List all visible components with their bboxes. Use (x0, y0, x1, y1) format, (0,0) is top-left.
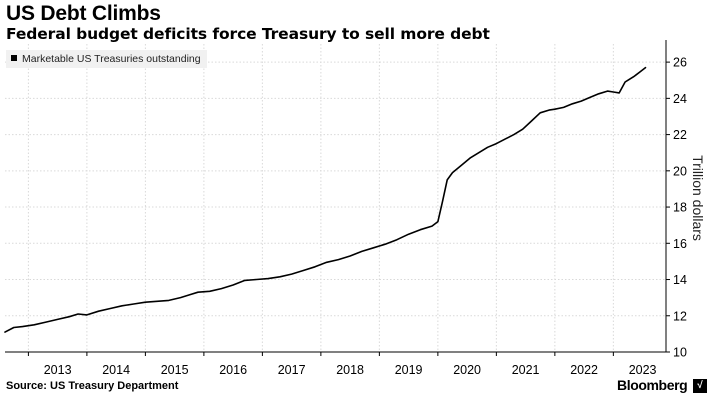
x-tick-label: 2016 (219, 363, 247, 377)
legend-swatch (11, 55, 17, 61)
grid-lines (5, 44, 666, 353)
y-tick-label: 26 (673, 56, 687, 70)
y-tick-label: 24 (673, 92, 687, 106)
y-tick-label: 16 (673, 237, 687, 251)
y-axis-ticks: 10 12 14 16 18 20 22 24 26 (665, 40, 687, 360)
x-tick-label: 2017 (278, 363, 306, 377)
series-line-marketable-treasuries (4, 66, 647, 333)
source-note: Source: US Treasury Department (6, 380, 179, 392)
x-tick-label: 2014 (102, 363, 130, 377)
x-tick-label: 2013 (44, 363, 72, 377)
bloomberg-mark-icon: √ (693, 379, 707, 393)
x-axis-ticks: 2013 2014 2015 2016 2017 2018 2019 2020 2021 2022… (5, 351, 666, 377)
x-tick-label: 2018 (336, 363, 364, 377)
series-layer (4, 66, 647, 333)
y-tick-label: 12 (673, 309, 687, 323)
y-tick-label: 10 (673, 346, 687, 360)
y-tick-label: 22 (673, 128, 687, 142)
x-tick-label: 2021 (512, 363, 540, 377)
x-tick-label: 2023 (629, 363, 657, 377)
x-tick-label: 2019 (395, 363, 423, 377)
y-tick-label: 18 (673, 201, 687, 215)
y-axis-label: Trillion dollars (690, 155, 706, 241)
x-tick-label: 2020 (453, 363, 481, 377)
x-tick-label: 2015 (161, 363, 189, 377)
bloomberg-logo: Bloomberg (617, 377, 688, 393)
chart-title: US Debt Climbs (6, 2, 161, 25)
legend: Marketable US Treasuries outstanding (6, 50, 207, 68)
y-tick-label: 20 (673, 164, 687, 178)
y-tick-label: 14 (673, 273, 687, 287)
chart-subtitle: Federal budget deficits force Treasury t… (6, 25, 490, 43)
legend-label: Marketable US Treasuries outstanding (22, 53, 201, 65)
x-tick-label: 2022 (570, 363, 598, 377)
